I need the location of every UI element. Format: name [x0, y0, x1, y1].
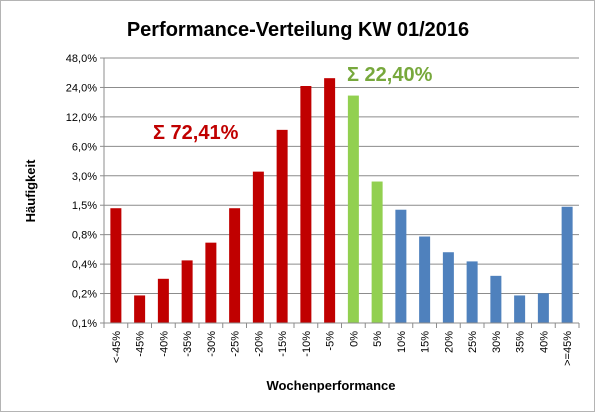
- y-tick-label: 6,0%: [72, 141, 97, 153]
- y-tick-label: 1,5%: [72, 200, 97, 212]
- bar: [229, 208, 241, 323]
- bar: [371, 181, 383, 323]
- y-tick-labels: 0,1% 0,2% 0,4% 0,8% 1,5% 3,0% 6,0% 12,0% 24,0% 48…: [66, 53, 97, 330]
- x-tick-label: -15%: [277, 331, 289, 357]
- x-tick-label: -45%: [135, 331, 147, 357]
- axes: [100, 57, 580, 328]
- bar: [466, 261, 478, 323]
- x-tick-label: 15%: [420, 331, 432, 353]
- bar: [276, 129, 288, 323]
- x-tick-label: -30%: [206, 331, 218, 357]
- bar: [300, 86, 312, 323]
- bar: [442, 252, 454, 323]
- x-tick-label: 30%: [491, 331, 503, 353]
- y-tick-label: 12,0%: [66, 112, 97, 124]
- y-tick-label: 0,8%: [72, 230, 97, 242]
- sum-positive-annotation: Σ 22,40%: [347, 64, 433, 86]
- bar: [419, 236, 431, 323]
- x-tick-label: 20%: [443, 331, 455, 353]
- gridlines: [104, 57, 579, 295]
- y-tick-label: 48,0%: [66, 53, 97, 65]
- y-tick-label: 24,0%: [66, 82, 97, 94]
- x-tick-label: 35%: [515, 331, 527, 353]
- bar: [110, 208, 122, 323]
- x-tick-label: 25%: [467, 331, 479, 353]
- bar: [157, 278, 169, 323]
- x-tick-label: -35%: [182, 331, 194, 357]
- x-tick-label: -40%: [158, 331, 170, 357]
- x-axis-label: Wochenperformance: [266, 378, 395, 393]
- bar: [347, 95, 359, 323]
- y-tick-label: 0,4%: [72, 259, 97, 271]
- bar: [561, 206, 573, 323]
- bar: [490, 275, 502, 323]
- x-tick-label: >=45%: [562, 331, 574, 366]
- chart-title: Performance-Verteilung KW 01/2016: [127, 19, 469, 41]
- bar: [134, 295, 146, 323]
- y-tick-label: 3,0%: [72, 171, 97, 183]
- x-tick-label: 10%: [396, 331, 408, 353]
- y-tick-label: 0,1%: [72, 318, 97, 330]
- bar: [395, 209, 407, 323]
- sum-negative-annotation: Σ 72,41%: [153, 122, 239, 144]
- bar: [324, 78, 336, 323]
- x-tick-label: 5%: [372, 331, 384, 347]
- x-tick-label: 0%: [348, 331, 360, 347]
- bars: [110, 78, 573, 323]
- x-tick-label: -5%: [325, 331, 337, 351]
- bar: [514, 295, 526, 323]
- bar: [181, 260, 193, 323]
- x-tick-label: -25%: [230, 331, 242, 357]
- bar: [537, 293, 549, 323]
- x-tick-labels: <-45% -45% -40% -35% -30% -25% -20% -15% -10% -5%…: [111, 331, 574, 366]
- y-axis-label: Häufigkeit: [23, 159, 38, 223]
- bar: [205, 242, 217, 323]
- x-tick-label: 40%: [538, 331, 550, 353]
- bar: [252, 171, 264, 323]
- x-tick-label: <-45%: [111, 331, 123, 363]
- x-tick-label: -10%: [301, 331, 313, 357]
- y-tick-label: 0,2%: [72, 289, 97, 301]
- x-tick-label: -20%: [253, 331, 265, 357]
